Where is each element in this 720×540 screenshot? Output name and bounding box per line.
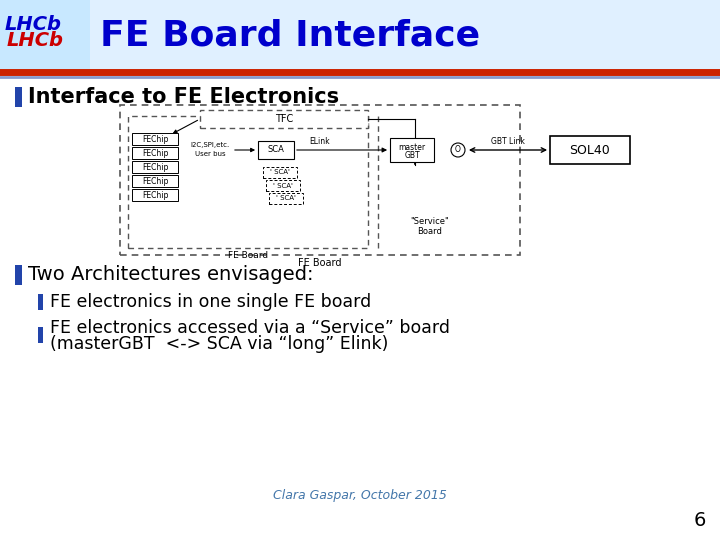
Text: GBT Link: GBT Link [491,138,525,146]
Text: TFC: TFC [275,114,293,124]
FancyBboxPatch shape [132,189,178,201]
Text: FEChip: FEChip [142,191,168,199]
Text: ' SCA': ' SCA' [276,195,296,201]
Text: SCA: SCA [268,145,284,154]
Text: FE Board: FE Board [298,258,342,268]
FancyBboxPatch shape [15,265,22,285]
Text: 6: 6 [694,510,706,530]
Text: I2C,SPI,etc.: I2C,SPI,etc. [190,142,230,148]
Text: FEChip: FEChip [142,163,168,172]
Text: ' SCA': ' SCA' [270,170,290,176]
Text: Interface to FE Electronics: Interface to FE Electronics [28,87,339,107]
Text: FE Board Interface: FE Board Interface [100,18,480,52]
FancyBboxPatch shape [132,175,178,187]
Text: LHCb: LHCb [7,30,64,50]
Text: Clara Gaspar, October 2015: Clara Gaspar, October 2015 [273,489,447,502]
FancyBboxPatch shape [38,327,43,343]
Text: GBT: GBT [404,152,420,160]
FancyBboxPatch shape [0,0,720,70]
Text: ELink: ELink [310,138,330,146]
FancyBboxPatch shape [0,0,90,70]
Text: "Service": "Service" [410,218,449,226]
Text: User bus: User bus [194,151,225,157]
FancyBboxPatch shape [390,138,434,162]
Text: SOL40: SOL40 [570,144,611,157]
Text: LHCb: LHCb [5,16,62,35]
FancyBboxPatch shape [269,193,303,204]
FancyBboxPatch shape [550,136,630,164]
Text: O: O [455,145,461,154]
Text: Two Architectures envisaged:: Two Architectures envisaged: [28,266,313,285]
FancyBboxPatch shape [120,105,520,255]
Text: (masterGBT  <-> SCA via “long” Elink): (masterGBT <-> SCA via “long” Elink) [50,335,388,353]
FancyBboxPatch shape [132,161,178,173]
Text: ' SCA': ' SCA' [273,183,293,188]
Text: FEChip: FEChip [142,177,168,186]
FancyBboxPatch shape [132,133,178,145]
Text: FEChip: FEChip [142,148,168,158]
FancyBboxPatch shape [38,294,43,310]
FancyBboxPatch shape [132,147,178,159]
Text: FE Board: FE Board [228,251,268,260]
FancyBboxPatch shape [266,180,300,191]
FancyBboxPatch shape [263,167,297,178]
FancyBboxPatch shape [200,110,368,128]
Text: FE electronics in one single FE board: FE electronics in one single FE board [50,293,372,311]
Text: FE electronics accessed via a “Service” board: FE electronics accessed via a “Service” … [50,319,450,337]
Text: FEChip: FEChip [142,134,168,144]
Text: Board: Board [418,226,442,235]
FancyBboxPatch shape [128,116,368,248]
FancyBboxPatch shape [15,87,22,107]
FancyBboxPatch shape [258,141,294,159]
Text: master: master [398,143,426,152]
